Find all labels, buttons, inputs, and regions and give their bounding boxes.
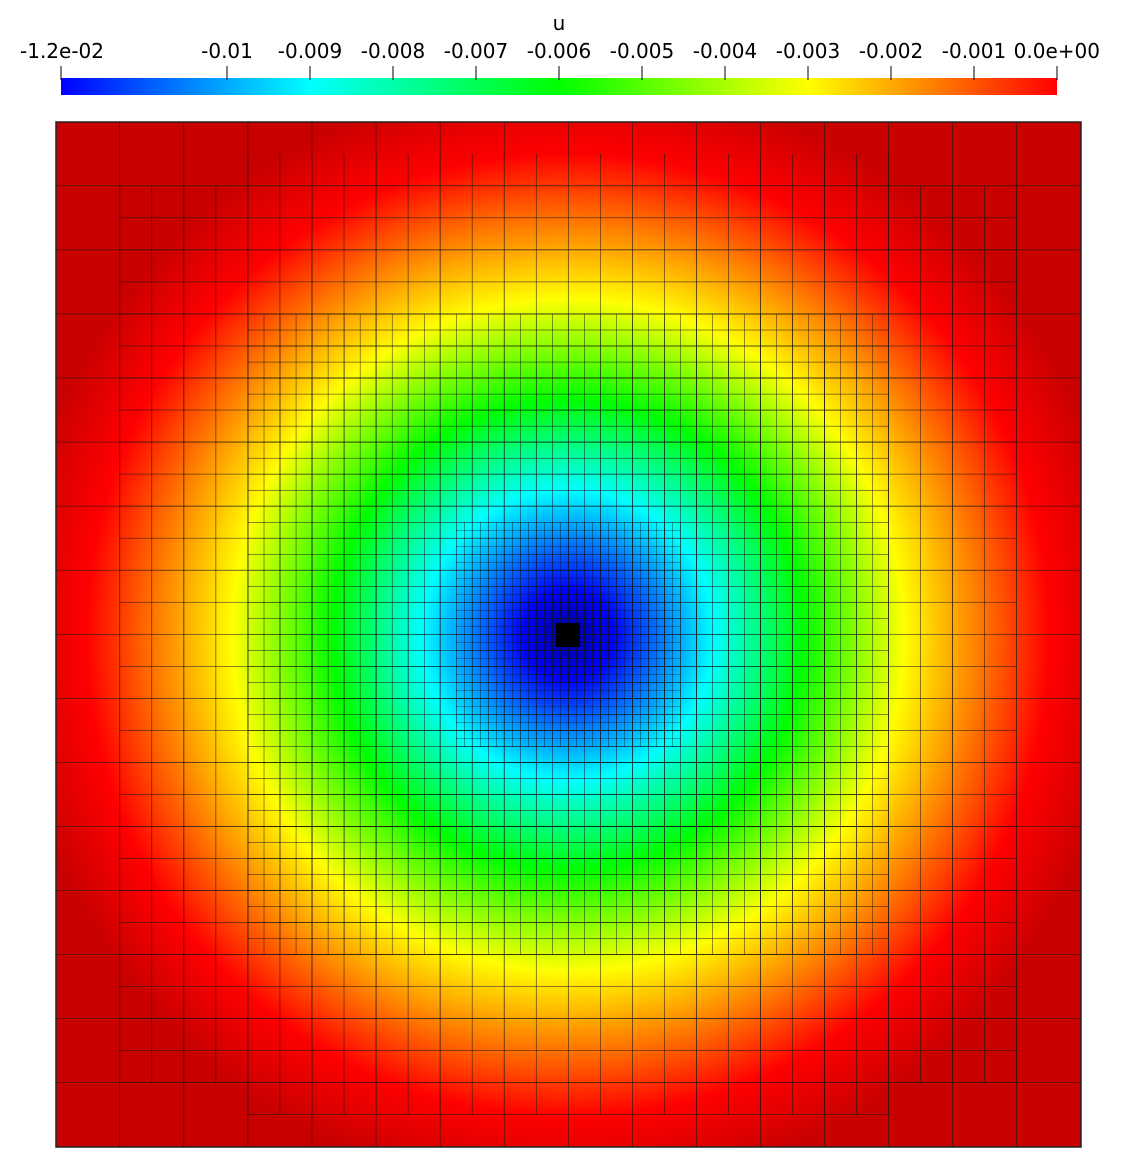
tick-label: -0.003 xyxy=(776,39,840,63)
tick-label: -0.004 xyxy=(693,39,757,63)
tick-label: -0.007 xyxy=(444,39,508,63)
colorbar-title: u xyxy=(553,11,566,35)
tick-label: -1.2e-02 xyxy=(20,39,104,63)
tick-label: -0.005 xyxy=(610,39,674,63)
tick-label: -0.008 xyxy=(361,39,425,63)
tick-label: -0.009 xyxy=(278,39,342,63)
mesh-field xyxy=(55,121,1082,1148)
tick-label: -0.01 xyxy=(201,39,253,63)
tick-label: -0.001 xyxy=(942,39,1006,63)
tick-label: -0.002 xyxy=(859,39,923,63)
colorbar xyxy=(61,78,1057,95)
mesh-center xyxy=(556,623,580,647)
mesh-medium xyxy=(248,1083,889,1115)
tick-label: 0.0e+00 xyxy=(1014,39,1100,63)
domain-border xyxy=(55,121,1082,1148)
mesh-medium xyxy=(248,154,889,186)
tick-label: -0.006 xyxy=(527,39,591,63)
